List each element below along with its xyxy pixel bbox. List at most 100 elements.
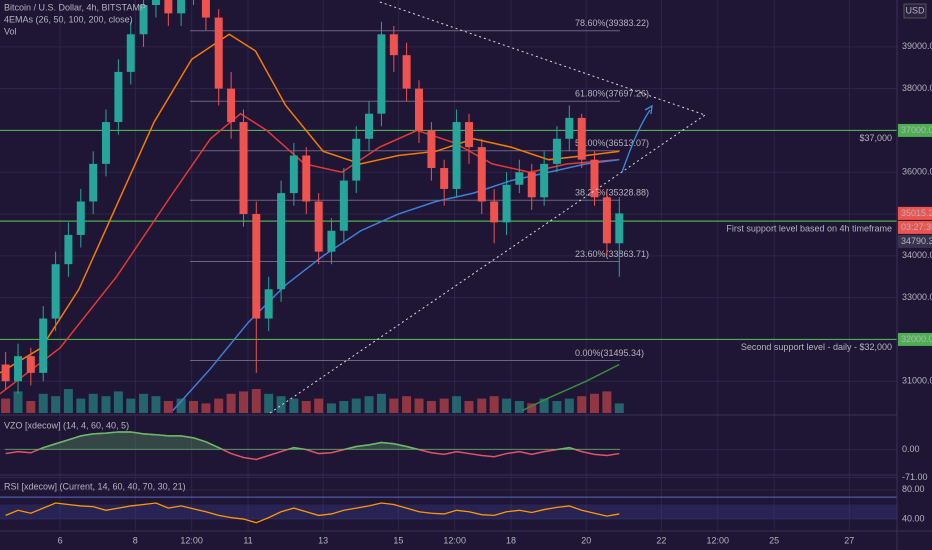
vzo-line-positive [4, 431, 621, 450]
currency-box[interactable] [903, 3, 927, 19]
candle-body [377, 34, 386, 114]
volume-bar [326, 403, 336, 413]
candle-body [252, 214, 261, 319]
candle-body [64, 234, 73, 265]
volume-bar [63, 389, 73, 413]
candle-body [76, 201, 85, 235]
y-tick-label: 40.00 [902, 513, 925, 523]
candle-body [615, 213, 624, 244]
rsi-line [5, 502, 620, 524]
volume-bar [88, 393, 98, 413]
volume-bar [239, 391, 249, 413]
candle-body [114, 71, 123, 123]
candle-body [602, 197, 611, 244]
x-tick-label: 27 [844, 535, 854, 545]
arrow-head [644, 104, 653, 115]
level-label: $37,000 [859, 133, 892, 143]
price-tag: 37000.00 [901, 125, 932, 135]
price-tag-box [898, 332, 932, 346]
volume-bar [414, 398, 424, 413]
candle-body [201, 0, 210, 18]
volume-bar [602, 391, 612, 413]
volume-bar [151, 396, 161, 413]
candle-body [239, 122, 248, 215]
volume-bar [214, 398, 224, 413]
ema-line [522, 363, 620, 412]
volume-bar [38, 393, 48, 413]
y-tick-label: 80.00 [902, 484, 925, 494]
trend-line [379, 1, 706, 116]
fib-label: 78.60%(39383.22) [575, 18, 649, 28]
candle-body [502, 184, 511, 223]
price-tag-box [898, 206, 932, 220]
ema-line [172, 158, 620, 411]
y-tick-label: -71.00 [902, 472, 928, 482]
price-tag-box [898, 123, 932, 137]
candle-body [1, 364, 10, 382]
candle-body [289, 155, 298, 194]
volume-bar [1, 398, 11, 413]
volume-bar [101, 396, 111, 413]
volume-bar [113, 391, 123, 413]
y-tick-label: 36000.00 [902, 167, 932, 177]
x-tick-label: 22 [656, 535, 666, 545]
candle-body [427, 130, 436, 169]
volume-bar [502, 398, 512, 413]
volume-label: Vol [4, 26, 17, 36]
candle-body [26, 356, 35, 373]
volume-bar [527, 403, 537, 413]
candle-body [590, 159, 599, 198]
volume-bar [301, 401, 311, 413]
volume-bar [139, 393, 149, 413]
x-tick-label: 20 [581, 535, 591, 545]
candle-body [552, 138, 561, 164]
volume-bar [226, 393, 236, 413]
countdown-box [898, 220, 932, 234]
y-tick-label: 34000.00 [902, 250, 932, 260]
x-tick-label: 12:00 [443, 535, 466, 545]
candle-body [365, 113, 374, 139]
arrow [621, 109, 651, 173]
volume-bar [439, 398, 449, 413]
candle-body [126, 34, 135, 72]
currency[interactable]: USD [905, 5, 925, 15]
price-tag-box [898, 234, 932, 248]
volume-bar [452, 396, 462, 413]
volume-bar [364, 396, 374, 413]
volume-bar [351, 398, 361, 413]
volume-bar [289, 398, 299, 413]
x-tick-label: 6 [58, 535, 63, 545]
ema-line [0, 112, 620, 395]
volume-bar [126, 398, 136, 413]
x-tick-label: 18 [506, 535, 516, 545]
x-tick-label: 12:00 [706, 535, 729, 545]
candle-body [264, 289, 273, 319]
volume-bar [264, 393, 274, 413]
volume-bar [339, 401, 349, 413]
volume-bar [76, 398, 86, 413]
candle-body [302, 155, 311, 202]
volume-bar [589, 393, 599, 413]
volume-bar [201, 403, 211, 413]
volume-bar [276, 396, 286, 413]
price-tag: 34790.34 [901, 236, 932, 246]
price-tag: 35015.21 [901, 208, 932, 218]
candle-body [151, 0, 160, 6]
candle-body [339, 180, 348, 231]
price-tag: 32000.00 [901, 334, 932, 344]
candle-body [402, 55, 411, 89]
x-tick-label: 25 [769, 535, 779, 545]
ema-line [0, 33, 620, 374]
candle-body [515, 172, 524, 185]
candle-body [440, 168, 449, 189]
candle-body [177, 0, 186, 14]
candle-body [389, 34, 398, 56]
candle-body [464, 122, 473, 148]
candle-body [565, 117, 574, 139]
candle-body [327, 230, 336, 252]
fib-label: 23.60%(33863.71) [575, 249, 649, 259]
volume-bar [189, 401, 199, 413]
volume-bar [514, 401, 524, 413]
